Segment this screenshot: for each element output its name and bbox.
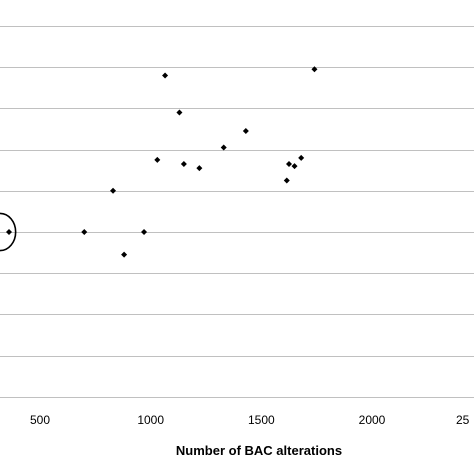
- data-points: [6, 66, 318, 258]
- data-point-5: [141, 229, 148, 235]
- x-tick-label-2: 1500: [248, 413, 275, 427]
- data-point-3: [110, 187, 117, 194]
- data-point-2: [81, 229, 88, 235]
- x-axis-title: Number of BAC alterations: [176, 443, 342, 458]
- annotation-ellipse: [0, 212, 17, 252]
- x-tick-label-0: 500: [30, 413, 50, 427]
- data-point-8: [176, 109, 183, 116]
- data-point-12: [242, 128, 249, 135]
- data-point-4: [121, 251, 128, 258]
- data-point-14: [286, 161, 292, 168]
- data-point-7: [162, 72, 169, 79]
- x-tick-label-1: 1000: [137, 413, 164, 427]
- x-axis-ticks: 500 1000 1500 2000 25: [30, 413, 470, 427]
- x-tick-label-3: 2000: [359, 413, 386, 427]
- data-point-15: [291, 163, 298, 170]
- data-point-16: [298, 154, 305, 161]
- annotation-group: [0, 212, 17, 252]
- data-point-10: [196, 165, 203, 172]
- gridlines: [0, 26, 474, 398]
- data-point-11: [220, 144, 227, 151]
- x-tick-label-4: 25: [456, 413, 470, 427]
- data-point-13: [283, 177, 290, 184]
- data-point-17: [311, 66, 318, 73]
- data-point-1: [6, 229, 13, 235]
- data-point-9: [180, 161, 187, 168]
- data-point-6: [154, 156, 161, 163]
